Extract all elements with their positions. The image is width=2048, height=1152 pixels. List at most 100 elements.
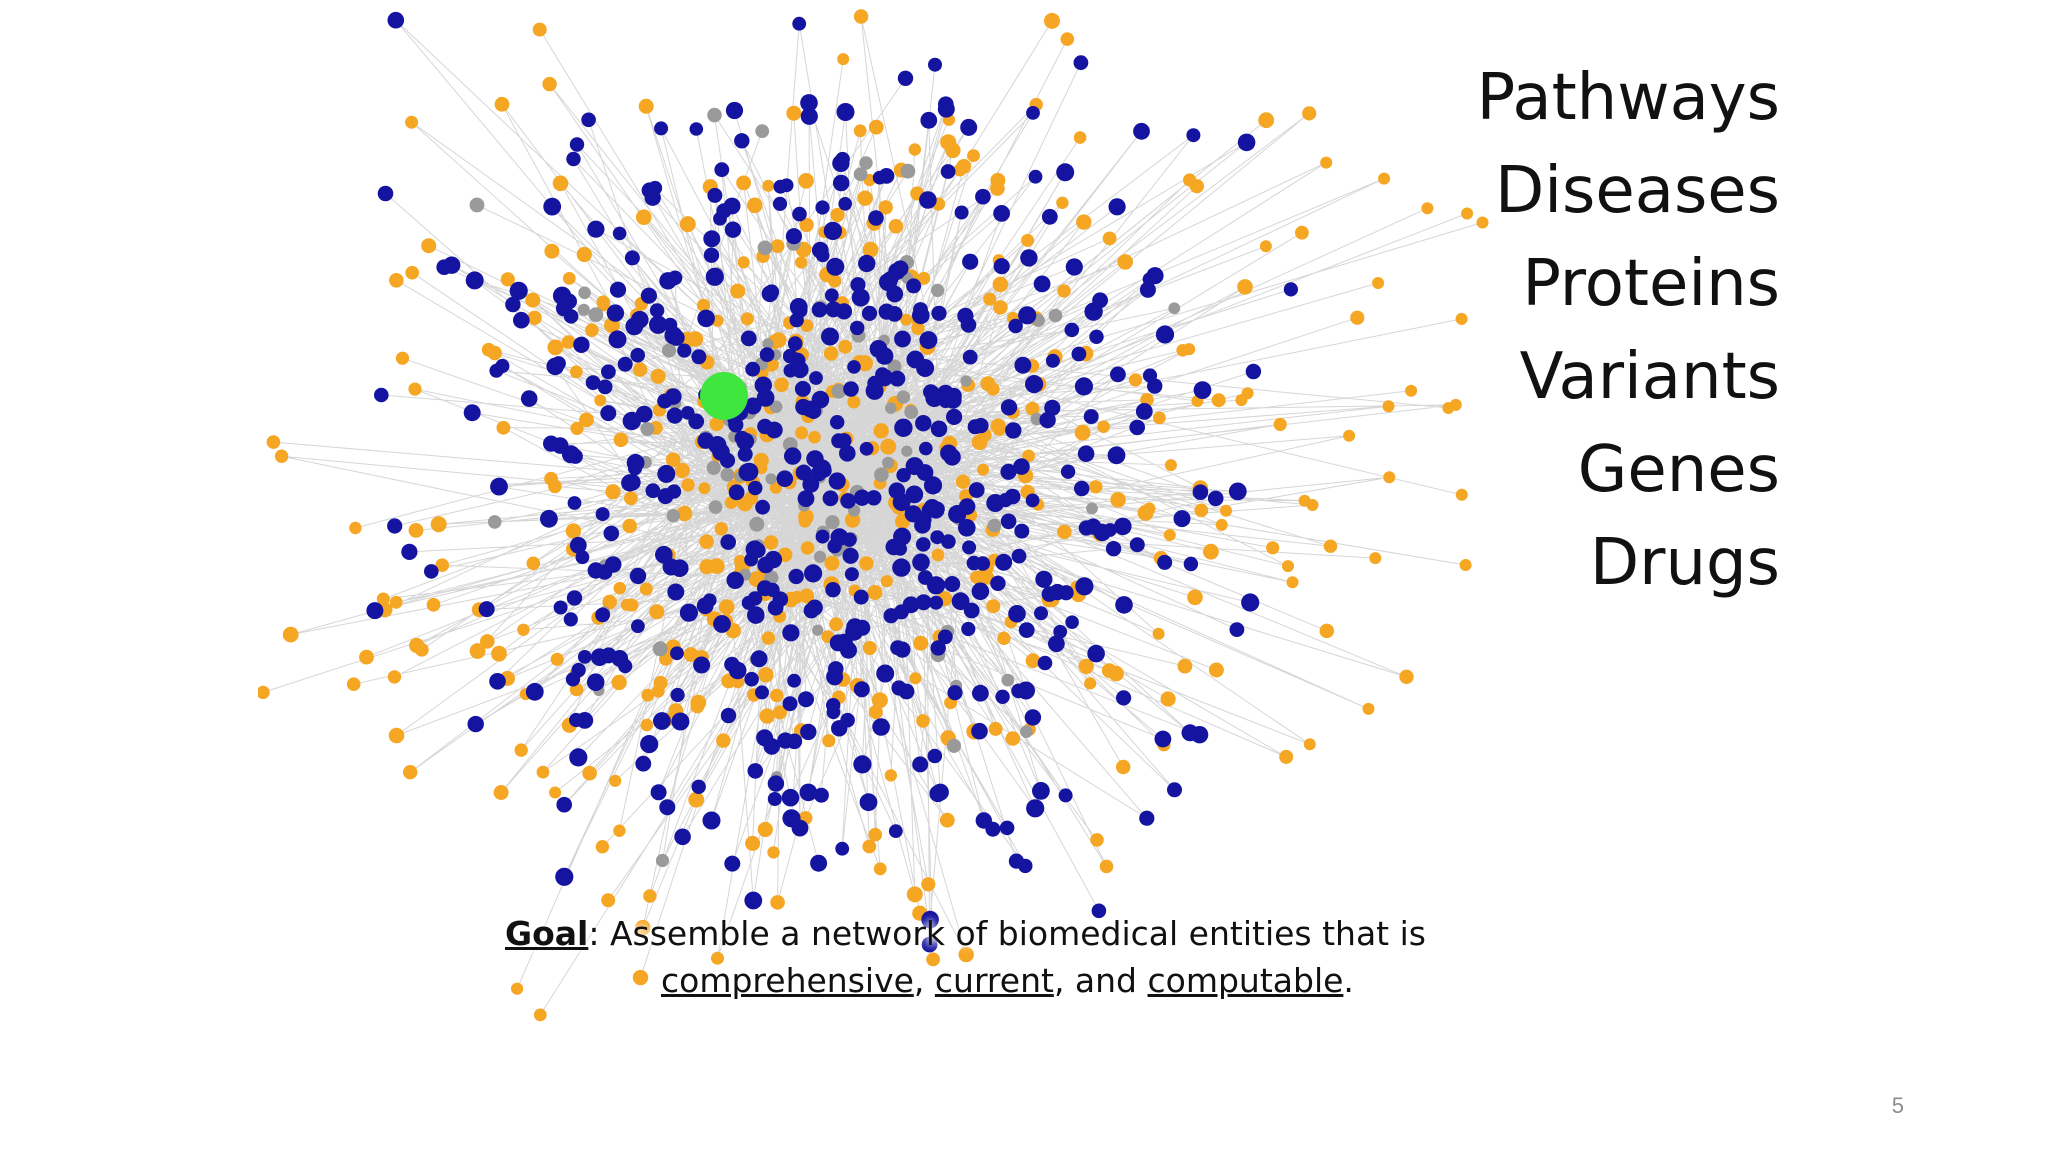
network-node-blue [1025,493,1040,508]
network-node-blue [999,820,1015,836]
network-node-blue [930,640,946,656]
network-node-orange [1302,106,1317,121]
network-node-orange [526,556,541,571]
network-node-blue [1183,556,1199,572]
network-node-blue [896,468,911,483]
network-node-orange [613,581,627,595]
network-node-blue [670,687,685,703]
network-node-blue [822,490,839,507]
network-node-blue [800,94,818,112]
network-node-orange [525,292,541,308]
network-node-orange [500,272,515,287]
network-node-blue [569,137,585,152]
network-node-blue [894,641,911,658]
network-node-blue [894,418,913,437]
network-node-blue [914,511,932,528]
network-node-orange [1220,504,1232,517]
network-node-orange [906,886,923,903]
network-node-gray [859,156,873,170]
network-node-blue [810,465,827,482]
network-node-blue [649,303,665,318]
network-node-blue [1110,366,1126,383]
network-node-blue [815,200,830,215]
network-node-blue [1008,318,1023,334]
network-node-blue [1013,458,1030,475]
network-node-blue [569,748,588,767]
network-node-blue [958,519,976,537]
network-node-blue [842,547,859,564]
network-node-orange [736,175,751,191]
network-node-orange [527,310,542,325]
network-node-orange [1060,32,1075,46]
network-node-blue [1103,523,1117,537]
network-node-blue [886,285,904,303]
network-node-orange [988,721,1003,736]
network-node-blue [788,568,804,585]
network-node-orange [674,462,690,479]
network-node-blue [776,470,794,488]
network-node-orange [274,449,289,463]
network-node-blue [831,720,848,737]
network-node-blue [815,248,830,263]
network-node-blue [1142,368,1158,383]
category-drugs: Drugs [1589,526,1780,600]
network-node-gray [1168,302,1181,315]
network-node-gray [578,286,591,300]
network-node-gray [765,473,777,485]
network-node-orange [620,598,633,611]
network-node-orange [1090,833,1104,847]
network-node-blue [824,288,839,303]
network-node-orange [582,765,597,781]
network-node-blue [1044,399,1061,416]
network-node-blue [601,364,616,380]
network-node-orange [798,514,812,528]
network-node-orange [1273,417,1287,431]
network-node-orange [753,452,769,469]
network-node-blue [520,390,538,407]
network-node-blue [767,775,785,792]
network-node-gray [755,124,770,138]
network-node-orange [921,877,936,892]
network-node-blue [655,545,673,564]
network-node-blue [653,712,671,730]
network-node-blue [728,484,745,501]
network-node-orange [1102,231,1117,246]
network-node-orange [1382,400,1395,413]
network-node-blue [377,185,394,202]
network-node-blue [888,824,903,838]
network-node-gray [588,307,604,322]
network-node-blue [829,634,847,652]
network-node-blue [800,723,817,741]
network-node-orange [1137,504,1154,521]
network-node-orange [1369,552,1382,565]
network-node-blue [702,593,717,608]
network-node-blue [436,259,452,276]
network-node-blue [1058,788,1073,803]
network-node-gray [1020,725,1033,738]
category-diseases: Diseases [1494,154,1780,228]
network-node-orange [986,599,1001,614]
network-node-orange [699,559,715,575]
network-node-gray [655,853,670,868]
network-node-blue [823,221,843,241]
network-node-blue [657,393,673,409]
network-node-orange [1152,627,1165,640]
network-node-blue [1065,615,1079,629]
network-node-blue [467,715,484,733]
network-node-orange [676,505,693,522]
network-node-blue [1039,411,1056,429]
network-node-blue [803,602,820,619]
network-node-blue [853,681,870,698]
network-node-blue [1139,810,1155,826]
network-node-orange [880,438,897,455]
network-node-blue [962,349,978,365]
network-node-blue [1146,267,1164,285]
network-nodes [258,9,1489,1022]
network-node-blue [1020,249,1038,267]
network-node-blue [800,107,818,125]
network-node-orange [1421,202,1434,215]
network-node-blue [649,315,668,334]
network-node-blue [962,253,979,270]
network-node-blue [657,464,676,483]
network-node-orange [547,339,564,356]
